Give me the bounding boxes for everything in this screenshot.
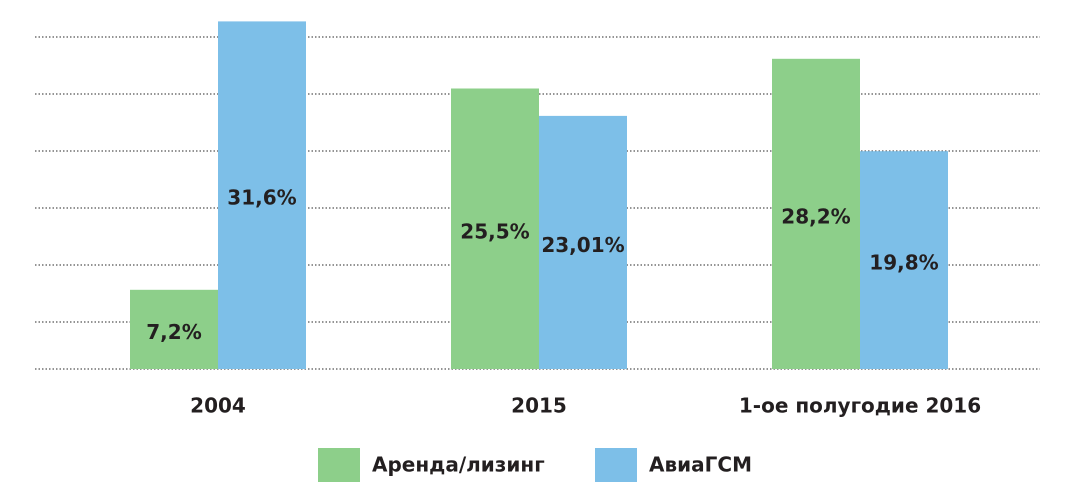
value-label: 19,8% — [869, 251, 938, 275]
x-tick-label: 2004 — [190, 394, 246, 418]
bar — [130, 289, 218, 369]
x-tick-label: 2015 — [511, 394, 567, 418]
legend-label: Аренда/лизинг — [372, 453, 545, 477]
value-label: 25,5% — [460, 219, 529, 243]
legend-label: АвиаГСМ — [649, 453, 752, 477]
bar — [772, 58, 860, 370]
bar — [860, 151, 948, 369]
legend-swatch — [595, 448, 637, 482]
bar — [539, 115, 627, 369]
bar — [451, 88, 539, 369]
value-label: 23,01% — [541, 233, 624, 257]
legend-swatch — [318, 448, 360, 482]
value-label: 31,6% — [227, 186, 296, 210]
x-tick-label: 1-ое полугодие 2016 — [739, 394, 981, 418]
bar — [218, 21, 306, 370]
value-label: 28,2% — [781, 204, 850, 228]
value-label: 7,2% — [146, 320, 201, 344]
